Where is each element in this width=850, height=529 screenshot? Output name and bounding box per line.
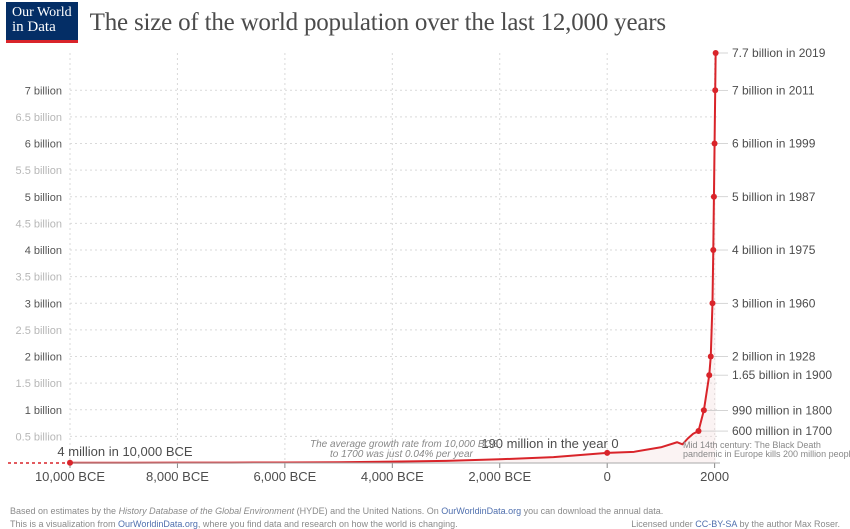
footer-link3[interactable]: CC-BY-SA <box>695 519 737 529</box>
footer: Based on estimates by the History Databa… <box>0 503 850 529</box>
y-tick-label: 1 billion <box>25 405 62 417</box>
y-tick-label-minor: 4.5 billion <box>16 218 62 230</box>
footer-t1b: History Database of the Global Environme… <box>119 506 295 516</box>
milestone-marker <box>712 87 718 93</box>
x-tick-label: 2000 <box>700 469 729 484</box>
footer-link2[interactable]: OurWorldinData.org <box>118 519 198 529</box>
x-tick-label: 6,000 BCE <box>253 469 316 484</box>
milestone-marker <box>712 141 718 147</box>
annotation: 190 million in the year 0 <box>481 436 618 451</box>
milestone-label: 600 million in 1700 <box>732 424 832 438</box>
milestone-label: 1.65 billion in 1900 <box>732 368 832 382</box>
logo-line2: in Data <box>12 20 72 35</box>
milestone-label: 2 billion in 1928 <box>732 350 816 364</box>
population-line <box>70 53 716 463</box>
y-tick-label-minor: 1.5 billion <box>16 378 62 390</box>
y-tick-label: 5 billion <box>25 192 62 204</box>
footer-t2rb: by the author Max Roser. <box>737 519 840 529</box>
y-tick-label-minor: 6.5 billion <box>16 112 62 124</box>
y-tick-label: 2 billion <box>25 352 62 364</box>
milestone-marker <box>711 194 717 200</box>
chart-title: The size of the world population over th… <box>90 9 666 37</box>
footer-t1a: Based on estimates by the <box>10 506 119 516</box>
milestone-label: 7 billion in 2011 <box>732 83 815 97</box>
logo-line1: Our World <box>12 6 72 20</box>
y-tick-label: 3 billion <box>25 298 62 310</box>
chart-note: to 1700 was just 0.04% per year <box>330 449 474 460</box>
start-marker <box>67 460 73 466</box>
milestone-marker <box>713 50 719 56</box>
y-tick-label: 7 billion <box>25 85 62 97</box>
footer-t1d: you can download the annual data. <box>521 506 663 516</box>
footer-t1c: (HYDE) and the United Nations. On <box>294 506 441 516</box>
footer-link1[interactable]: OurWorldinData.org <box>441 506 521 516</box>
footer-t2b: , where you find data and research on ho… <box>198 519 458 529</box>
x-tick-label: 0 <box>604 469 611 484</box>
chart-note: pandemic in Europe kills 200 million peo… <box>683 449 850 459</box>
x-tick-label: 4,000 BCE <box>361 469 424 484</box>
chart-area: 1 billion 2 billion 3 billion 4 billion 5 bi… <box>0 43 850 503</box>
x-tick-label: 2,000 BCE <box>468 469 531 484</box>
y-tick-label-minor: 5.5 billion <box>16 165 62 177</box>
milestone-marker <box>706 372 712 378</box>
milestone-marker <box>696 428 702 434</box>
milestone-marker <box>701 407 707 413</box>
milestone-label: 6 billion in 1999 <box>732 137 816 151</box>
y-tick-label: 4 billion <box>25 245 62 257</box>
y-tick-label-minor: 2.5 billion <box>16 325 62 337</box>
y-tick-label-minor: 3.5 billion <box>16 272 62 284</box>
milestone-marker <box>710 247 716 253</box>
milestone-label: 5 billion in 1987 <box>732 190 816 204</box>
footer-t2ra: Licensed under <box>631 519 695 529</box>
milestone-label: 7.7 billion in 2019 <box>732 46 826 60</box>
x-tick-label: 8,000 BCE <box>146 469 209 484</box>
y-tick-label-minor: 0.5 billion <box>16 431 62 443</box>
milestone-label: 4 billion in 1975 <box>732 243 816 257</box>
annotation: 4 million in 10,000 BCE <box>57 444 192 459</box>
area-fill <box>70 53 716 463</box>
x-tick-label: 10,000 BCE <box>35 469 105 484</box>
milestone-marker <box>708 354 714 360</box>
y-tick-label: 6 billion <box>25 139 62 151</box>
milestone-label: 990 million in 1800 <box>732 403 832 417</box>
milestone-label: 3 billion in 1960 <box>732 296 816 310</box>
owid-logo: Our World in Data <box>6 2 78 43</box>
footer-t2a: This is a visualization from <box>10 519 118 529</box>
milestone-marker <box>709 300 715 306</box>
